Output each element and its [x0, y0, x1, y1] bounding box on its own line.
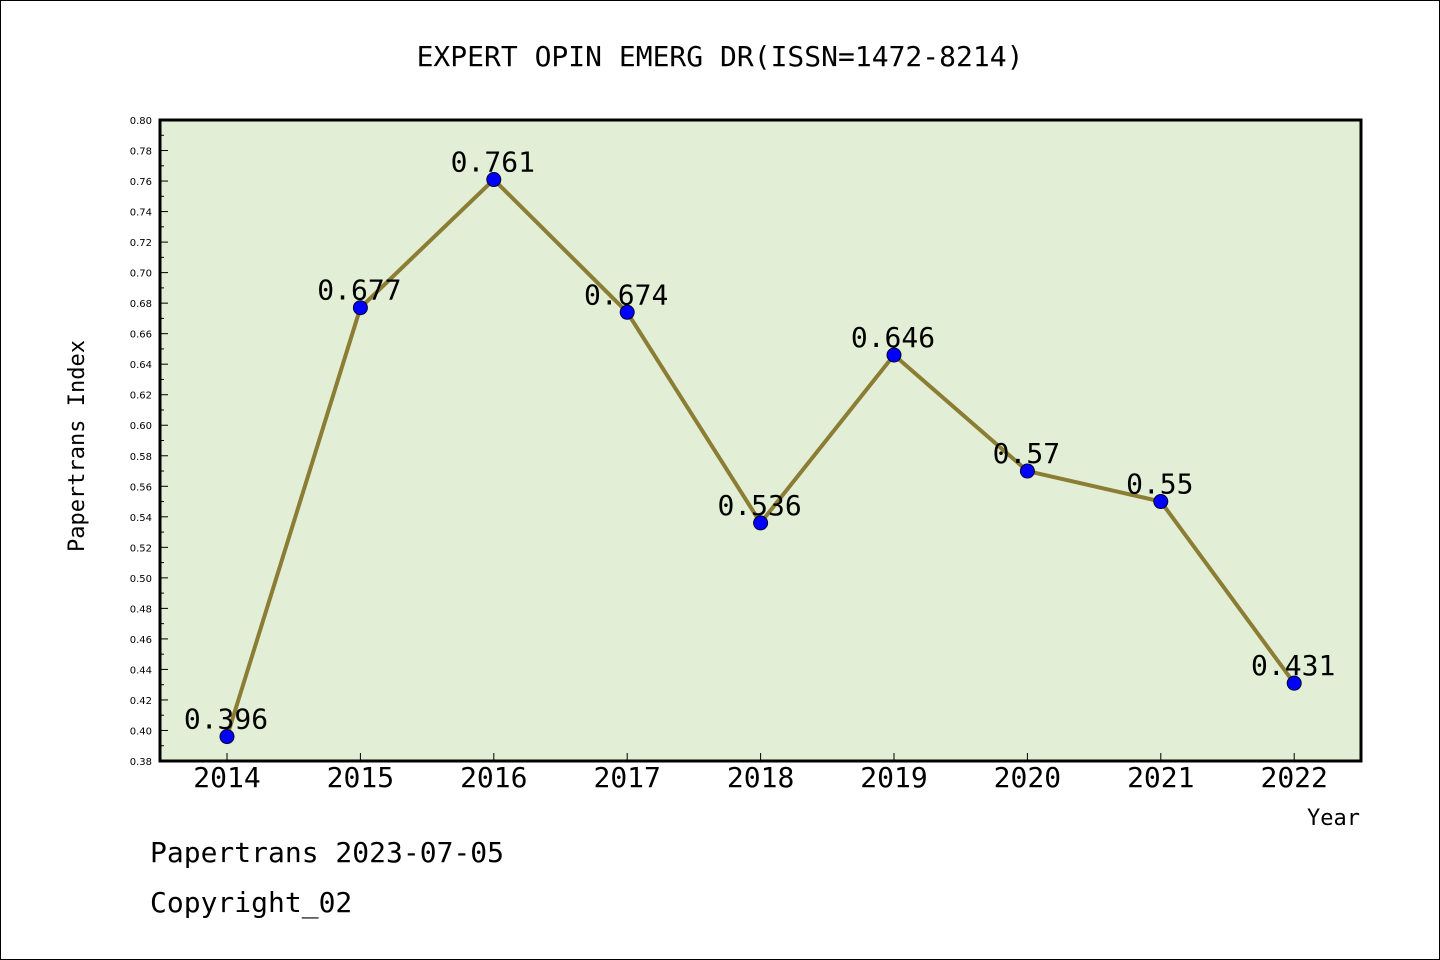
- footer-copyright: Copyright_02: [150, 886, 353, 919]
- y-tick-label: 0.48: [130, 604, 152, 615]
- y-tick-label: 0.60: [130, 421, 152, 432]
- y-tick-label: 0.68: [130, 299, 152, 310]
- x-tick-label: 2018: [727, 761, 794, 794]
- data-label: 0.57: [993, 437, 1060, 470]
- y-tick-label: 0.56: [130, 482, 152, 493]
- data-label: 0.431: [1251, 649, 1335, 682]
- y-tick-label: 0.46: [130, 635, 152, 646]
- y-tick-label: 0.78: [130, 147, 152, 158]
- x-tick-label: 2021: [1127, 761, 1194, 794]
- y-axis-title: Papertrans Index: [65, 340, 90, 552]
- y-tick-label: 0.80: [130, 116, 152, 127]
- x-tick-label: 2020: [994, 761, 1061, 794]
- x-tick-label: 2014: [193, 761, 260, 794]
- y-tick-label: 0.52: [130, 543, 152, 554]
- data-point: [1286, 675, 1302, 691]
- x-tick-label: 2016: [460, 761, 527, 794]
- data-label: 0.396: [184, 703, 268, 736]
- data-label: 0.536: [717, 489, 801, 522]
- y-tick-label: 0.70: [130, 269, 152, 280]
- data-point: [886, 347, 902, 363]
- y-tick-label: 0.76: [130, 177, 152, 188]
- data-label: 0.674: [584, 278, 668, 311]
- data-point: [1153, 494, 1169, 510]
- x-tick-label: 2015: [327, 761, 394, 794]
- y-tick-label: 0.62: [130, 391, 152, 402]
- y-tick-label: 0.72: [130, 238, 152, 249]
- series-group: 0.396 0.677 0.761 0.674 0.536 0.646 0.57 0.55 0.…: [184, 146, 1335, 745]
- y-axis-ticks: 0.38 0.40 0.42 0.44 0.46 0.48 0.50 0.52 0.54 0.56…: [130, 116, 168, 768]
- x-axis-title: Year: [1307, 806, 1360, 831]
- y-tick-label: 0.66: [130, 330, 152, 341]
- footer-date: Papertrans 2023-07-05: [150, 836, 505, 869]
- data-label: 0.646: [851, 321, 935, 354]
- data-label: 0.761: [451, 146, 535, 179]
- x-axis-ticks: 2014 2015 2016 2017 2018 2019 2020 2021 2022: [193, 753, 1328, 794]
- y-tick-label: 0.38: [130, 757, 152, 768]
- data-point: [1019, 463, 1035, 479]
- data-label: 0.55: [1126, 468, 1193, 501]
- x-tick-label: 2017: [593, 761, 660, 794]
- y-tick-label: 0.64: [130, 360, 152, 371]
- y-tick-label: 0.44: [130, 665, 152, 676]
- x-tick-label: 2019: [860, 761, 927, 794]
- data-point: [619, 304, 635, 320]
- y-tick-label: 0.50: [130, 574, 152, 585]
- x-tick-label: 2022: [1260, 761, 1327, 794]
- y-tick-label: 0.74: [130, 208, 152, 219]
- data-point: [352, 300, 368, 316]
- plot-area: [158, 118, 1363, 763]
- data-point: [219, 729, 235, 745]
- y-tick-label: 0.40: [130, 726, 152, 737]
- y-tick-label: 0.42: [130, 696, 152, 707]
- y-tick-label: 0.58: [130, 452, 152, 463]
- data-point: [753, 515, 769, 531]
- data-point: [486, 172, 502, 188]
- chart-title: EXPERT OPIN EMERG DR(ISSN=1472-8214): [417, 40, 1024, 73]
- y-tick-label: 0.54: [130, 513, 152, 524]
- data-label: 0.677: [317, 274, 401, 307]
